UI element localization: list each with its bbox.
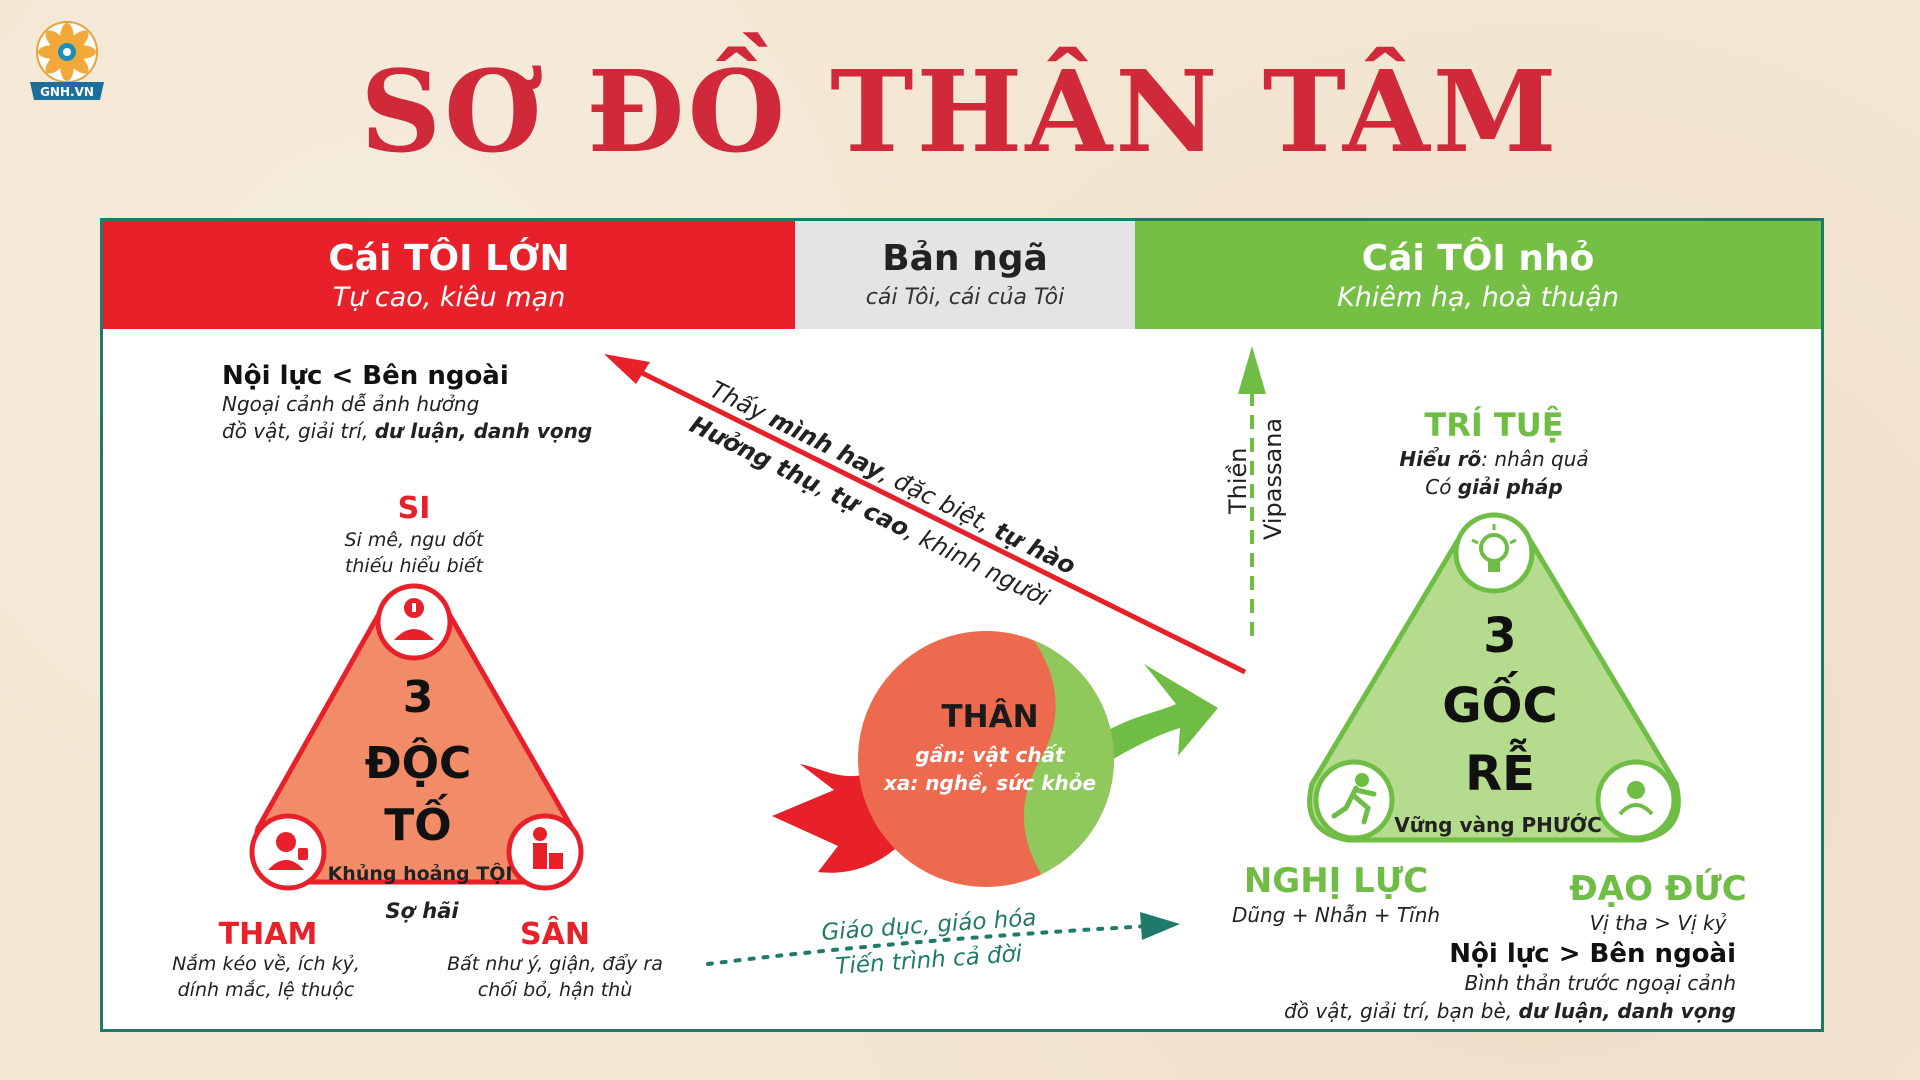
header-big-ego-title: Cái TÔI LỚN xyxy=(328,238,570,279)
education-arrow xyxy=(706,924,1152,966)
crisis-label: Khủng hoảng TỘI xyxy=(328,861,513,885)
ethics-title: ĐẠO ĐỨC xyxy=(1569,868,1746,909)
san-icon xyxy=(506,813,584,891)
willpower-title: NGHỊ LỰC xyxy=(1244,861,1428,901)
than-title: THÂN xyxy=(941,699,1038,735)
root-word1: GỐC xyxy=(1442,671,1557,734)
root-number: 3 xyxy=(1483,608,1516,664)
header-small-ego-title: Cái TÔI nhỏ xyxy=(1361,238,1595,279)
si-title: SI xyxy=(398,491,431,526)
tham-line1: Nắm kéo về, ích kỷ, xyxy=(172,952,360,975)
ethics-icon xyxy=(1595,759,1677,841)
ego-arrow-head xyxy=(604,354,650,384)
header-ego-title: Bản ngã xyxy=(882,238,1048,279)
gnh-logo xyxy=(30,21,104,100)
header-big-ego: Cái TÔI LỚN Tự cao, kiêu mạn xyxy=(103,221,795,329)
diagram-panel: Cái TÔI LỚN Tự cao, kiêu mạn Bản ngã cái… xyxy=(100,218,1824,1032)
fear-label: Sợ hãi xyxy=(385,899,459,923)
san-line2: chối bỏ, hận thù xyxy=(478,979,633,1001)
wisdom-line2: Có giải pháp xyxy=(1425,475,1562,499)
right-inner-title: Nội lực > Bên ngoài xyxy=(1449,939,1736,969)
logo-label: GNH.VN xyxy=(40,85,94,99)
stability-label: Vững vàng PHƯỚC xyxy=(1394,813,1602,837)
wisdom-line1: Hiểu rõ: nhân quả xyxy=(1399,447,1588,471)
header-ego: Bản ngã cái Tôi, cái của Tôi xyxy=(795,221,1135,329)
poison-word2: TỐ xyxy=(384,793,451,851)
san-line1: Bất như ý, giận, đẩy ra xyxy=(447,953,663,975)
page-title: SƠ ĐỒ THÂN TÂM xyxy=(360,47,1560,178)
than-line2: xa: nghề, sức khỏe xyxy=(883,771,1096,795)
root-word2: RỄ xyxy=(1465,738,1535,802)
willpower-line1: Dũng + Nhẫn + Tĩnh xyxy=(1232,903,1440,927)
left-inner-line2: đồ vật, giải trí, dư luận, danh vọng xyxy=(222,419,592,443)
arrow-text-line2: Hưởng thụ, tự cao, khinh người xyxy=(685,410,1053,612)
right-inner-line1: Bình thản trước ngoại cảnh xyxy=(1464,971,1736,995)
header-big-ego-subtitle: Tự cao, kiêu mạn xyxy=(332,282,566,313)
meditation-label-vipassana: Vipassana xyxy=(1259,418,1287,540)
wisdom-title: TRÍ TUỆ xyxy=(1424,406,1563,444)
poison-number: 3 xyxy=(403,672,434,723)
willpower-icon xyxy=(1313,759,1395,841)
si-icon xyxy=(375,583,453,661)
header-small-ego: Cái TÔI nhỏ Khiêm hạ, hoà thuận xyxy=(1135,221,1821,329)
ego-growth-arrow xyxy=(622,361,1247,675)
tham-icon xyxy=(249,813,327,891)
arrow-text-line1: Thấy mình hay, đặc biệt, tự hào xyxy=(705,375,1080,580)
left-inner-title: Nội lực < Bên ngoài xyxy=(222,361,509,391)
tham-title: THAM xyxy=(219,917,318,952)
poison-word1: ĐỘC xyxy=(365,736,472,789)
than-line1: gần: vật chất xyxy=(915,743,1066,767)
header-small-ego-subtitle: Khiêm hạ, hoà thuận xyxy=(1337,282,1619,313)
education-arrow-head xyxy=(1140,912,1180,940)
education-line1: Giáo dục, giáo hóa xyxy=(821,905,1038,946)
meditation-arrow-head xyxy=(1238,346,1266,394)
si-line1: Si mê, ngu dốt xyxy=(345,529,486,551)
san-title: SÂN xyxy=(520,916,590,952)
wisdom-icon xyxy=(1453,512,1535,594)
left-inner-line1: Ngoại cảnh dễ ảnh hưởng xyxy=(222,392,479,416)
meditation-label-thien: Thiền xyxy=(1224,447,1252,515)
tham-line2: dính mắc, lệ thuộc xyxy=(178,978,355,1001)
header-ego-subtitle: cái Tôi, cái của Tôi xyxy=(865,285,1065,310)
ethics-line1: Vị tha > Vị kỷ xyxy=(1590,911,1728,935)
si-line2: thiếu hiểu biết xyxy=(345,555,485,577)
right-inner-line2: đồ vật, giải trí, bạn bè, dư luận, danh … xyxy=(1284,999,1736,1023)
